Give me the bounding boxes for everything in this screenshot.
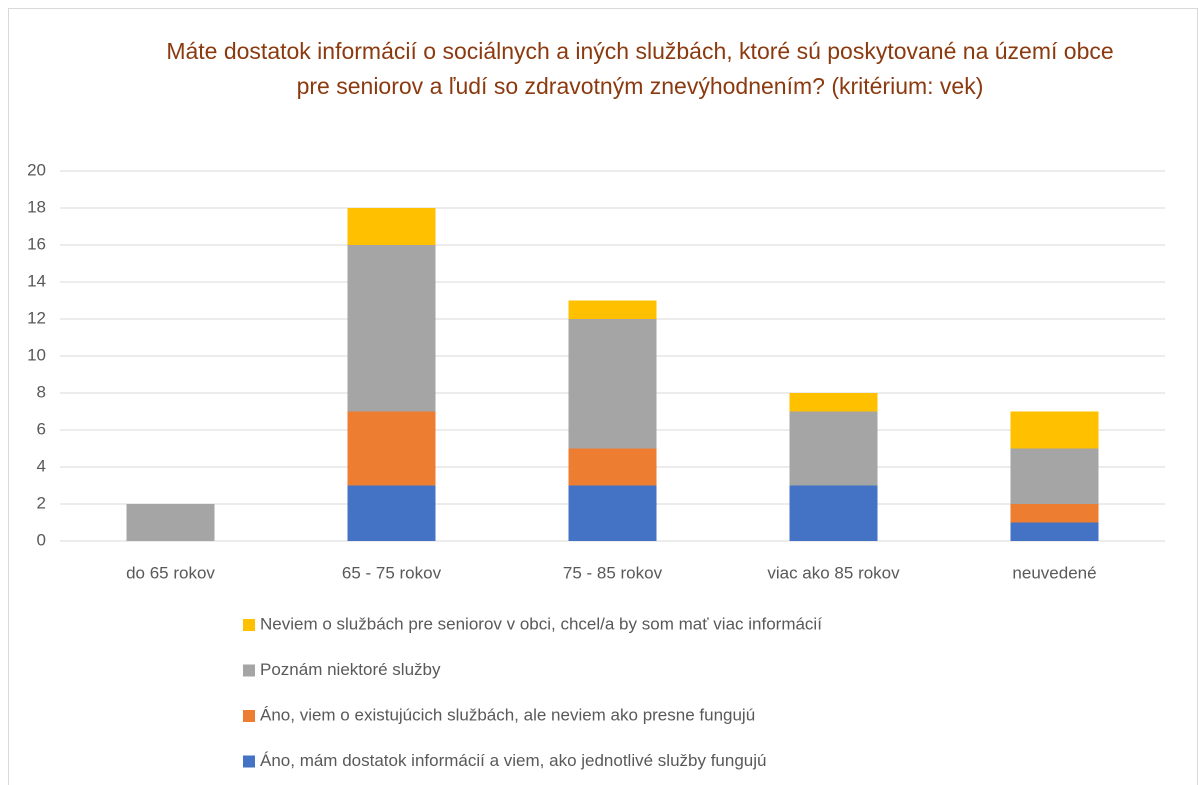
x-tick-label: 75 - 85 rokov [563, 563, 663, 582]
legend-swatch [243, 664, 255, 677]
y-tick-label: 2 [37, 493, 46, 512]
legend-label: Áno, mám dostatok informácií a viem, ako… [260, 751, 766, 770]
y-tick-label: 12 [27, 308, 46, 327]
legend-swatch [243, 755, 255, 768]
y-tick-label: 14 [27, 271, 46, 290]
legend-label: Neviem o službách pre seniorov v obci, c… [260, 614, 822, 633]
y-tick-label: 20 [27, 160, 46, 179]
bar-segment [568, 319, 657, 449]
x-tick-label: do 65 rokov [126, 563, 215, 582]
y-tick-label: 16 [27, 234, 46, 253]
legend-swatch [243, 710, 255, 722]
bar-segment [1010, 411, 1099, 449]
x-tick-label: viac ako 85 rokov [767, 563, 900, 582]
bar-segment [1010, 522, 1099, 541]
bar-segment [347, 245, 436, 412]
y-tick-label: 8 [37, 382, 46, 401]
y-tick-label: 4 [37, 456, 46, 475]
y-tick-label: 18 [27, 197, 46, 216]
bar-segment [347, 208, 436, 245]
x-tick-label: 65 - 75 rokov [342, 563, 442, 582]
legend-label: Poznám niektoré služby [260, 660, 441, 679]
legend-swatch [243, 619, 255, 631]
bar-segment [568, 485, 657, 541]
bar-segment [568, 448, 657, 486]
y-tick-label: 10 [27, 345, 46, 364]
bar-segment [789, 393, 878, 412]
bar-segment [789, 485, 878, 541]
bar-segment [1010, 504, 1099, 523]
bar-segment [126, 504, 215, 541]
y-tick-label: 0 [37, 530, 46, 549]
y-tick-label: 6 [37, 419, 46, 438]
bar-segment [1010, 448, 1099, 504]
bar-segment [568, 300, 657, 319]
bar-segment [789, 411, 878, 486]
bar-segment [347, 485, 436, 541]
chart-title: Máte dostatok informácií o sociálnych a … [166, 38, 1114, 99]
bar-segment [347, 411, 436, 486]
legend-label: Áno, viem o existujúcich službách, ale n… [260, 705, 755, 724]
x-tick-label: neuvedené [1012, 563, 1096, 582]
